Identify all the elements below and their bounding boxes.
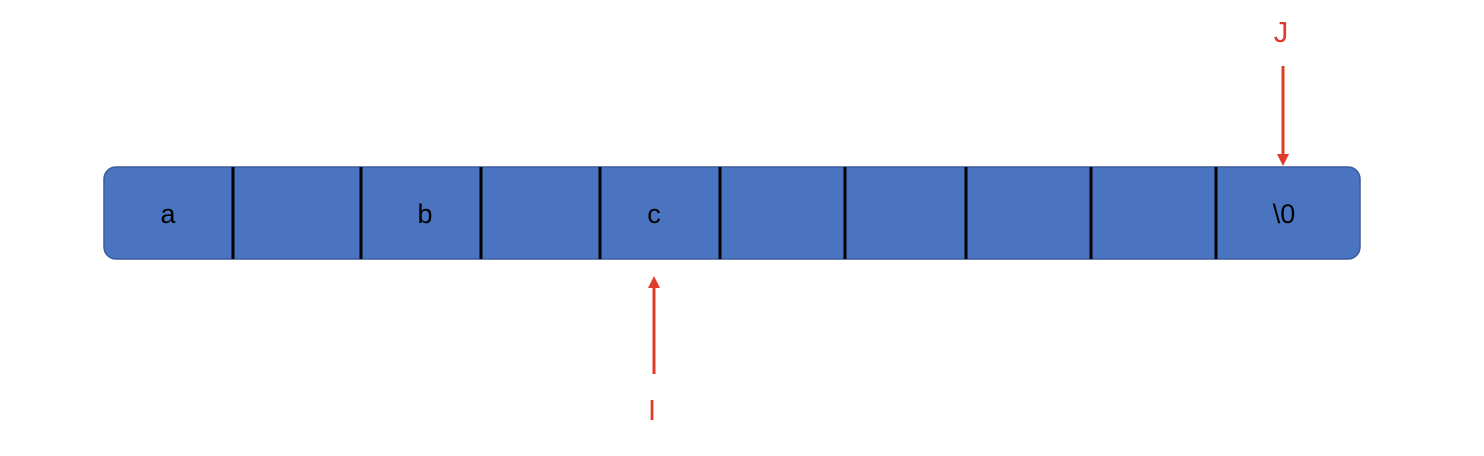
pointer-i-label: I: [648, 395, 656, 427]
array-container: [103, 166, 1361, 260]
pointer-j: J: [1274, 17, 1289, 166]
cell-0-label: a: [160, 199, 176, 229]
cell-2-label: b: [417, 199, 432, 229]
cell-4-label: c: [647, 199, 661, 229]
cell-labels: a b c \0: [160, 199, 1295, 229]
pointer-j-label: J: [1274, 17, 1289, 49]
cell-9-label: \0: [1273, 199, 1296, 229]
cell-dividers: [231, 167, 1218, 259]
pointer-i: I: [648, 276, 660, 427]
